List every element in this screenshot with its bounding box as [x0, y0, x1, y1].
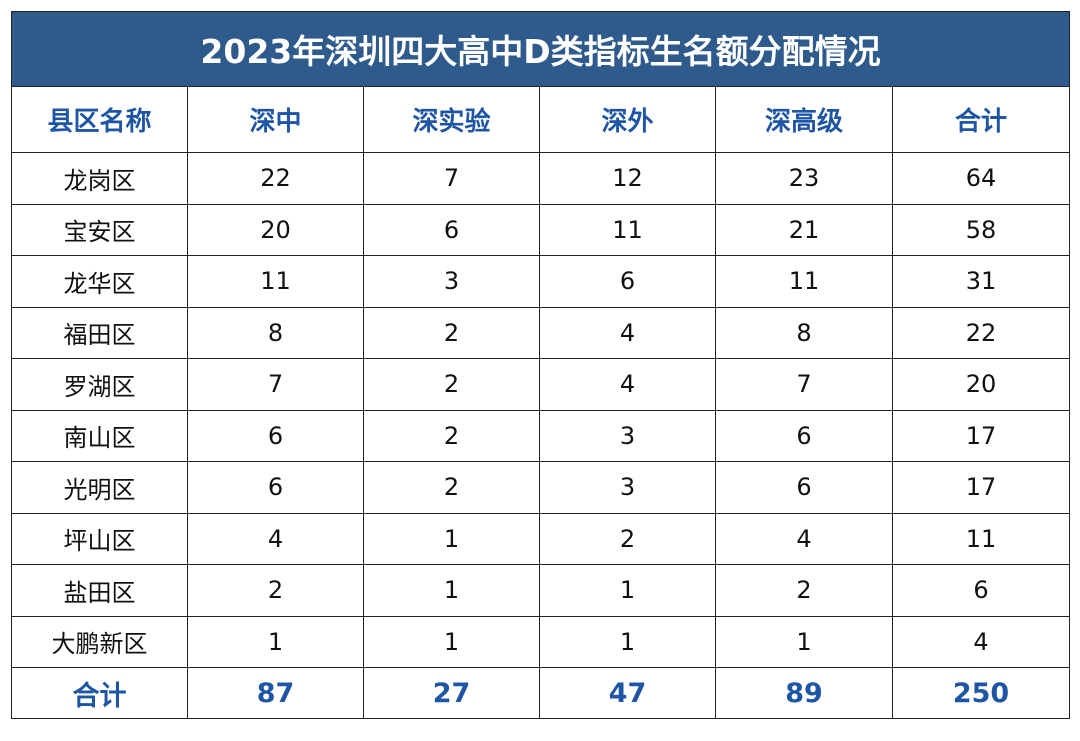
header-total: 合计 — [891, 86, 1071, 153]
cell-total: 4 — [891, 615, 1071, 668]
cell-shengaoji: 23 — [715, 152, 893, 205]
table-row: 龙华区 11 3 6 11 31 — [11, 255, 1071, 308]
cell-total: 31 — [891, 255, 1071, 308]
cell-shenwai: 12 — [539, 152, 716, 205]
cell-total: 20 — [891, 358, 1071, 411]
quota-table-container: 2023年深圳四大高中D类指标生名额分配情况 县区名称 深中 深实验 深外 深高… — [10, 11, 1071, 719]
cell-total: 58 — [891, 203, 1071, 256]
cell-shenzhong: 4 — [187, 512, 364, 565]
cell-district: 宝安区 — [11, 203, 188, 256]
cell-shenwai: 3 — [539, 409, 716, 462]
cell-shenwai: 6 — [539, 255, 716, 308]
header-shenzhong: 深中 — [187, 86, 364, 153]
cell-shenzhong: 1 — [187, 615, 364, 668]
cell-shenzhong: 8 — [187, 306, 364, 359]
cell-shenzhong: 2 — [187, 564, 364, 617]
table-row: 罗湖区 7 2 4 7 20 — [11, 358, 1071, 411]
cell-shenshiyan: 2 — [363, 409, 540, 462]
cell-shengaoji: 4 — [715, 512, 893, 565]
cell-district: 南山区 — [11, 409, 188, 462]
cell-district: 坪山区 — [11, 512, 188, 565]
cell-shengaoji: 2 — [715, 564, 893, 617]
table-row: 南山区 6 2 3 6 17 — [11, 409, 1071, 462]
cell-shenzhong: 20 — [187, 203, 364, 256]
cell-shenzhong: 11 — [187, 255, 364, 308]
cell-total: 64 — [891, 152, 1071, 205]
header-shenwai: 深外 — [539, 86, 716, 153]
total-shenwai: 47 — [539, 667, 716, 719]
cell-shengaoji: 8 — [715, 306, 893, 359]
cell-shenshiyan: 2 — [363, 461, 540, 514]
cell-shenshiyan: 1 — [363, 564, 540, 617]
cell-district: 光明区 — [11, 461, 188, 514]
cell-district: 罗湖区 — [11, 358, 188, 411]
table-row: 宝安区 20 6 11 21 58 — [11, 203, 1071, 256]
quota-table: 2023年深圳四大高中D类指标生名额分配情况 县区名称 深中 深实验 深外 深高… — [10, 11, 1071, 719]
table-title: 2023年深圳四大高中D类指标生名额分配情况 — [10, 11, 1071, 87]
cell-shenwai: 4 — [539, 306, 716, 359]
cell-shenwai: 3 — [539, 461, 716, 514]
cell-shengaoji: 21 — [715, 203, 893, 256]
cell-shenzhong: 7 — [187, 358, 364, 411]
cell-shengaoji: 6 — [715, 461, 893, 514]
table-row: 福田区 8 2 4 8 22 — [11, 306, 1071, 359]
totals-row: 合计 87 27 47 89 250 — [11, 667, 1071, 719]
cell-total: 6 — [891, 564, 1071, 617]
total-shenzhong: 87 — [187, 667, 364, 719]
total-shengaoji: 89 — [715, 667, 893, 719]
total-district: 合计 — [11, 667, 188, 719]
cell-shengaoji: 6 — [715, 409, 893, 462]
cell-shengaoji: 11 — [715, 255, 893, 308]
header-shengaoji: 深高级 — [715, 86, 893, 153]
cell-shengaoji: 7 — [715, 358, 893, 411]
cell-shengaoji: 1 — [715, 615, 893, 668]
cell-shenshiyan: 6 — [363, 203, 540, 256]
table-row: 坪山区 4 1 2 4 11 — [11, 512, 1071, 565]
header-district: 县区名称 — [11, 86, 188, 153]
cell-shenshiyan: 2 — [363, 306, 540, 359]
header-row: 县区名称 深中 深实验 深外 深高级 合计 — [11, 86, 1071, 153]
cell-shenshiyan: 1 — [363, 615, 540, 668]
cell-shenshiyan: 2 — [363, 358, 540, 411]
cell-total: 11 — [891, 512, 1071, 565]
cell-shenwai: 1 — [539, 564, 716, 617]
cell-total: 17 — [891, 409, 1071, 462]
cell-shenwai: 2 — [539, 512, 716, 565]
cell-total: 17 — [891, 461, 1071, 514]
cell-district: 盐田区 — [11, 564, 188, 617]
cell-shenwai: 1 — [539, 615, 716, 668]
total-shenshiyan: 27 — [363, 667, 540, 719]
cell-shenshiyan: 3 — [363, 255, 540, 308]
cell-shenzhong: 6 — [187, 409, 364, 462]
cell-shenwai: 11 — [539, 203, 716, 256]
cell-total: 22 — [891, 306, 1071, 359]
table-row: 大鹏新区 1 1 1 1 4 — [11, 615, 1071, 668]
cell-shenshiyan: 1 — [363, 512, 540, 565]
header-shenshiyan: 深实验 — [363, 86, 540, 153]
total-total: 250 — [891, 667, 1071, 719]
cell-district: 龙华区 — [11, 255, 188, 308]
cell-shenzhong: 6 — [187, 461, 364, 514]
cell-shenzhong: 22 — [187, 152, 364, 205]
table-row: 盐田区 2 1 1 2 6 — [11, 564, 1071, 617]
cell-district: 福田区 — [11, 306, 188, 359]
cell-district: 龙岗区 — [11, 152, 188, 205]
cell-shenshiyan: 7 — [363, 152, 540, 205]
cell-district: 大鹏新区 — [11, 615, 188, 668]
table-row: 光明区 6 2 3 6 17 — [11, 461, 1071, 514]
table-row: 龙岗区 22 7 12 23 64 — [11, 152, 1071, 205]
cell-shenwai: 4 — [539, 358, 716, 411]
title-row: 2023年深圳四大高中D类指标生名额分配情况 — [10, 11, 1071, 87]
